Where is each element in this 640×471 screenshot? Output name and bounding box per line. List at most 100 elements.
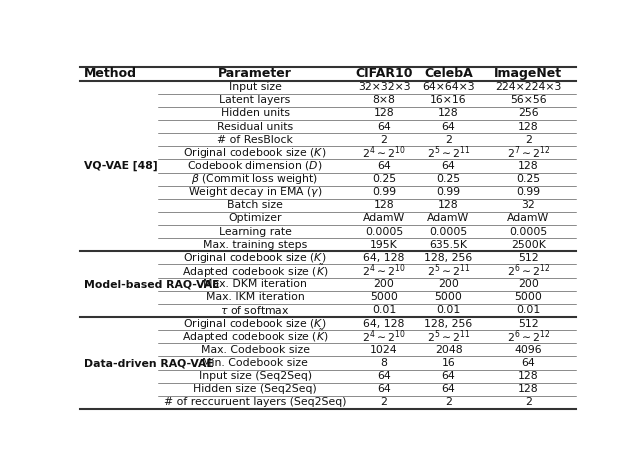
Text: AdamW: AdamW bbox=[508, 213, 550, 224]
Text: CIFAR10: CIFAR10 bbox=[355, 67, 413, 81]
Text: AdamW: AdamW bbox=[428, 213, 470, 224]
Text: 0.0005: 0.0005 bbox=[365, 227, 403, 236]
Text: 200: 200 bbox=[438, 279, 459, 289]
Text: 64: 64 bbox=[377, 371, 391, 381]
Text: Hidden size (Seq2Seq): Hidden size (Seq2Seq) bbox=[193, 384, 317, 394]
Text: 56×56: 56×56 bbox=[510, 95, 547, 105]
Text: Hidden units: Hidden units bbox=[221, 108, 289, 118]
Text: Original codebook size ($K$): Original codebook size ($K$) bbox=[184, 251, 327, 265]
Text: 64: 64 bbox=[377, 122, 391, 131]
Text: 128, 256: 128, 256 bbox=[424, 318, 473, 329]
Text: Batch size: Batch size bbox=[227, 200, 283, 211]
Text: $2^4 \sim 2^{10}$: $2^4 \sim 2^{10}$ bbox=[362, 145, 406, 161]
Text: 2: 2 bbox=[445, 135, 452, 145]
Text: 128: 128 bbox=[438, 108, 459, 118]
Text: 2: 2 bbox=[525, 135, 532, 145]
Text: Original codebook size ($K$): Original codebook size ($K$) bbox=[184, 317, 327, 331]
Text: $2^4 \sim 2^{10}$: $2^4 \sim 2^{10}$ bbox=[362, 263, 406, 279]
Text: 0.01: 0.01 bbox=[436, 306, 461, 316]
Text: 128: 128 bbox=[438, 200, 459, 211]
Text: CelebA: CelebA bbox=[424, 67, 473, 81]
Text: 195K: 195K bbox=[370, 240, 398, 250]
Text: Codebook dimension ($D$): Codebook dimension ($D$) bbox=[188, 160, 323, 172]
Text: 128: 128 bbox=[518, 384, 539, 394]
Text: 16: 16 bbox=[442, 358, 456, 368]
Text: 200: 200 bbox=[374, 279, 394, 289]
Text: Weight decay in EMA ($\gamma$): Weight decay in EMA ($\gamma$) bbox=[188, 185, 323, 199]
Text: Max. training steps: Max. training steps bbox=[203, 240, 307, 250]
Text: 200: 200 bbox=[518, 279, 539, 289]
Text: 0.0005: 0.0005 bbox=[509, 227, 547, 236]
Text: 5000: 5000 bbox=[370, 292, 398, 302]
Text: 16×16: 16×16 bbox=[430, 95, 467, 105]
Text: Max. Codebook size: Max. Codebook size bbox=[200, 345, 310, 355]
Text: Parameter: Parameter bbox=[218, 67, 292, 81]
Text: 224×224×3: 224×224×3 bbox=[495, 82, 561, 92]
Text: $2^5 \sim 2^{11}$: $2^5 \sim 2^{11}$ bbox=[427, 145, 470, 161]
Text: 128: 128 bbox=[518, 161, 539, 171]
Text: # of reccuruent layers (Seq2Seq): # of reccuruent layers (Seq2Seq) bbox=[164, 398, 346, 407]
Text: ImageNet: ImageNet bbox=[494, 67, 563, 81]
Text: 2500K: 2500K bbox=[511, 240, 546, 250]
Text: 64: 64 bbox=[377, 384, 391, 394]
Text: $\tau$ of softmax: $\tau$ of softmax bbox=[220, 304, 290, 317]
Text: $2^6 \sim 2^{12}$: $2^6 \sim 2^{12}$ bbox=[507, 263, 550, 279]
Text: 8×8: 8×8 bbox=[372, 95, 396, 105]
Text: 0.01: 0.01 bbox=[372, 306, 396, 316]
Text: Optimizer: Optimizer bbox=[228, 213, 282, 224]
Text: Data-driven RAQ-VAE: Data-driven RAQ-VAE bbox=[84, 358, 214, 368]
Text: 0.99: 0.99 bbox=[372, 187, 396, 197]
Text: 512: 512 bbox=[518, 253, 539, 263]
Text: 2: 2 bbox=[381, 398, 387, 407]
Text: Learning rate: Learning rate bbox=[219, 227, 292, 236]
Text: $2^7 \sim 2^{12}$: $2^7 \sim 2^{12}$ bbox=[507, 145, 550, 161]
Text: 32: 32 bbox=[522, 200, 535, 211]
Text: 2048: 2048 bbox=[435, 345, 462, 355]
Text: 4096: 4096 bbox=[515, 345, 542, 355]
Text: Adapted codebook size ($\tilde{K}$): Adapted codebook size ($\tilde{K}$) bbox=[182, 328, 328, 345]
Text: 0.99: 0.99 bbox=[436, 187, 461, 197]
Text: Input size: Input size bbox=[228, 82, 282, 92]
Text: 64: 64 bbox=[442, 384, 456, 394]
Text: Method: Method bbox=[84, 67, 137, 81]
Text: $2^5 \sim 2^{11}$: $2^5 \sim 2^{11}$ bbox=[427, 328, 470, 345]
Text: 0.0005: 0.0005 bbox=[429, 227, 468, 236]
Text: 128, 256: 128, 256 bbox=[424, 253, 473, 263]
Text: Max. IKM iteration: Max. IKM iteration bbox=[205, 292, 305, 302]
Text: $\beta$ (Commit loss weight): $\beta$ (Commit loss weight) bbox=[191, 172, 319, 186]
Text: 2: 2 bbox=[381, 135, 387, 145]
Text: 64, 128: 64, 128 bbox=[364, 253, 404, 263]
Text: 64: 64 bbox=[442, 122, 456, 131]
Text: 2: 2 bbox=[525, 398, 532, 407]
Text: 635.5K: 635.5K bbox=[429, 240, 468, 250]
Text: 128: 128 bbox=[374, 200, 394, 211]
Text: Min. Codebook size: Min. Codebook size bbox=[202, 358, 308, 368]
Text: 64: 64 bbox=[377, 161, 391, 171]
Text: Original codebook size ($K$): Original codebook size ($K$) bbox=[184, 146, 327, 160]
Text: 0.25: 0.25 bbox=[372, 174, 396, 184]
Text: VQ-VAE [48]: VQ-VAE [48] bbox=[84, 161, 157, 171]
Text: 1024: 1024 bbox=[370, 345, 398, 355]
Text: 64: 64 bbox=[522, 358, 535, 368]
Text: 32×32×3: 32×32×3 bbox=[358, 82, 410, 92]
Text: Input size (Seq2Seq): Input size (Seq2Seq) bbox=[198, 371, 312, 381]
Text: $2^5 \sim 2^{11}$: $2^5 \sim 2^{11}$ bbox=[427, 263, 470, 279]
Text: 64×64×3: 64×64×3 bbox=[422, 82, 475, 92]
Text: Latent layers: Latent layers bbox=[220, 95, 291, 105]
Text: Residual units: Residual units bbox=[217, 122, 293, 131]
Text: Model-based RAQ-VAE: Model-based RAQ-VAE bbox=[84, 279, 220, 289]
Text: 64: 64 bbox=[442, 371, 456, 381]
Text: 512: 512 bbox=[518, 318, 539, 329]
Text: Adapted codebook size ($\tilde{K}$): Adapted codebook size ($\tilde{K}$) bbox=[182, 262, 328, 280]
Text: $2^4 \sim 2^{10}$: $2^4 \sim 2^{10}$ bbox=[362, 328, 406, 345]
Text: $2^6 \sim 2^{12}$: $2^6 \sim 2^{12}$ bbox=[507, 328, 550, 345]
Text: 5000: 5000 bbox=[435, 292, 463, 302]
Text: 128: 128 bbox=[518, 371, 539, 381]
Text: Max. DKM iteration: Max. DKM iteration bbox=[203, 279, 307, 289]
Text: 128: 128 bbox=[374, 108, 394, 118]
Text: 0.99: 0.99 bbox=[516, 187, 540, 197]
Text: 8: 8 bbox=[381, 358, 387, 368]
Text: 256: 256 bbox=[518, 108, 539, 118]
Text: # of ResBlock: # of ResBlock bbox=[217, 135, 293, 145]
Text: 128: 128 bbox=[518, 122, 539, 131]
